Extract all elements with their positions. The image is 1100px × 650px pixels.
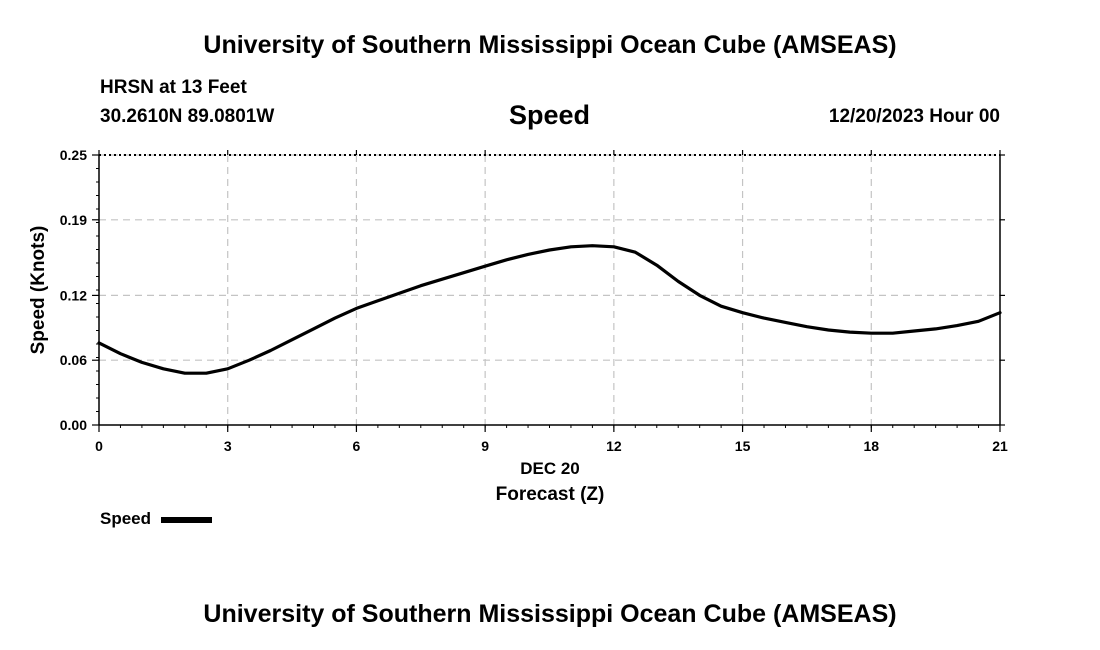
x-tick-label: 15 (735, 438, 751, 454)
series-line-speed (97, 244, 1002, 375)
axes (92, 150, 1005, 432)
x-tick-label: 12 (606, 438, 622, 454)
x-axis-sublabel: DEC 20 (520, 459, 580, 478)
series-layer (97, 244, 1002, 375)
x-tick-label: 9 (481, 438, 489, 454)
y-tick-label: 0.00 (60, 417, 87, 433)
station-coordinates: 30.2610N 89.0801W (100, 106, 275, 127)
x-tick-label: 18 (863, 438, 879, 454)
legend-label: Speed (100, 509, 152, 528)
legend-swatch (161, 517, 212, 523)
x-tick-label: 0 (95, 438, 103, 454)
x-tick-label: 3 (224, 438, 232, 454)
forecast-date: 12/20/2023 Hour 00 (828, 106, 1000, 127)
y-tick-label: 0.19 (60, 212, 87, 228)
x-axis-label: Forecast (Z) (496, 484, 605, 505)
y-tick-label: 0.12 (60, 287, 87, 303)
y-axis-label: Speed (Knots) (28, 226, 49, 355)
page-title: University of Southern Mississippi Ocean… (203, 31, 897, 59)
chart-title: Speed (509, 100, 591, 130)
station-label: HRSN at 13 Feet (100, 77, 247, 98)
axis-labels: 0 3 6 9 12 15 18 21 0.00 0.06 0.12 0.19 0.25 Speed (K… (28, 147, 1008, 505)
x-tick-label: 6 (353, 438, 361, 454)
footer-title: University of Southern Mississippi Ocean… (203, 600, 897, 628)
y-tick-label: 0.06 (60, 352, 87, 368)
grid-lines (99, 154, 1000, 425)
x-tick-label: 21 (992, 438, 1008, 454)
y-tick-label: 0.25 (60, 147, 87, 163)
speed-chart: 0 3 6 9 12 15 18 21 0.00 0.06 0.12 0.19 0.25 Speed (K… (28, 147, 1008, 505)
